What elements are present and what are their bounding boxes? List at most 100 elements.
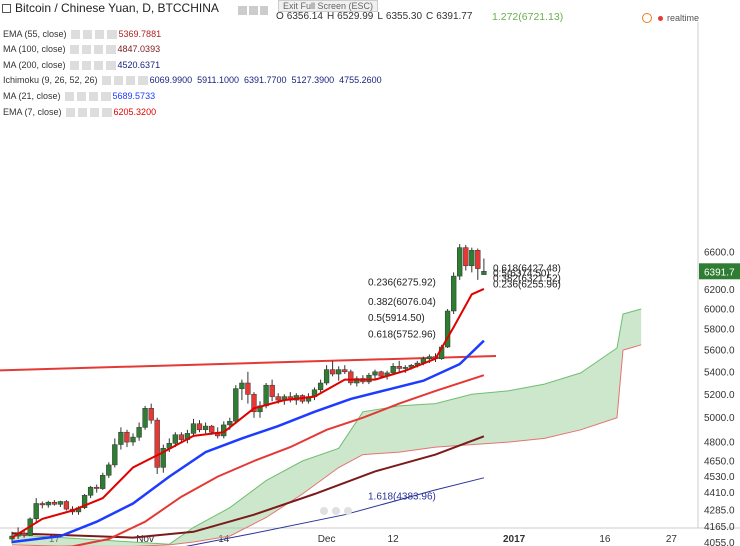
candle-body <box>172 434 178 444</box>
candle-body <box>366 374 372 383</box>
candle-body <box>142 408 148 428</box>
indicator-name: EMA (7, close) <box>3 107 62 117</box>
fullscreen-icon[interactable] <box>2 4 11 13</box>
candle-body <box>136 427 142 438</box>
nav-dot-icon <box>320 507 328 515</box>
candle-body <box>239 382 245 389</box>
y-tick-label: 6000.0 <box>704 305 735 316</box>
exit-fullscreen-banner[interactable]: Exit Full Screen (ESC) <box>278 0 379 12</box>
indicator-controls[interactable] <box>64 92 111 102</box>
candle-body <box>426 356 433 360</box>
candle-body <box>106 464 112 476</box>
fib-extension-header-label: 1.272(6721.13) <box>492 11 564 23</box>
fib-retracement-label: 0.5(5914.50) <box>368 313 425 324</box>
indicator-row[interactable]: Ichimoku (9, 26, 52, 26) 6069.9900 5911.10… <box>3 75 387 86</box>
candle-body <box>33 503 39 520</box>
trendline <box>0 355 497 372</box>
candle-body <box>390 366 396 374</box>
candle-body <box>39 503 45 506</box>
candle-body <box>372 371 378 376</box>
candle-body <box>148 408 154 421</box>
y-tick-label: 4055.0 <box>704 538 735 546</box>
candle-body <box>160 448 166 468</box>
ohlc-readout: O 6356.14 H 6529.99 L 6355.30 C 6391.77 <box>276 11 473 22</box>
candle-body <box>112 444 118 466</box>
last-price-value: 6391.7 <box>704 267 735 278</box>
candle-body <box>21 532 27 536</box>
candle-body <box>330 369 336 375</box>
indicator-row[interactable]: EMA (55, close) 5369.7881 <box>3 29 166 40</box>
indicator-row[interactable]: MA (200, close) 4520.6371 <box>3 60 165 71</box>
indicator-value: 5127.3900 <box>291 75 335 85</box>
candle-body <box>233 388 239 422</box>
indicator-value: 5689.5733 <box>112 91 156 101</box>
candle-body <box>444 310 451 348</box>
candle-body <box>457 247 463 277</box>
candle-body <box>124 431 130 443</box>
realtime-dot-icon <box>658 16 663 21</box>
indicator-controls[interactable] <box>69 45 116 55</box>
y-tick-label: 4650.0 <box>704 457 735 468</box>
x-tick-label: Nov <box>136 534 154 545</box>
y-tick-label: 6600.0 <box>704 248 735 259</box>
candle-body <box>354 378 360 384</box>
candle-body <box>45 501 51 506</box>
indicator-name: MA (100, close) <box>3 44 66 54</box>
indicator-row[interactable]: MA (21, close) 5689.5733 <box>3 91 160 102</box>
indicator-value: 4520.6371 <box>117 60 161 70</box>
candle-body <box>178 434 185 440</box>
y-tick-label: 4410.0 <box>704 488 735 499</box>
candle-body <box>245 382 251 395</box>
y-tick-label: 4165.0 <box>704 522 735 533</box>
ma200-line <box>185 477 485 546</box>
ema7-line <box>11 287 485 539</box>
y-tick-label: 4800.0 <box>704 438 735 449</box>
ichimoku-span-a <box>11 308 642 545</box>
fib-short-label: 0.382(6321.52) <box>493 273 561 284</box>
x-tick-label: 17 <box>49 534 61 545</box>
candle-body <box>190 423 197 434</box>
indicator-value: 4755.2600 <box>339 75 382 85</box>
fib-extension-label: 1.618(4383.96) <box>368 492 436 503</box>
y-tick-label: 4285.0 <box>704 505 735 516</box>
indicator-name: EMA (55, close) <box>3 29 67 39</box>
indicator-controls[interactable] <box>101 76 148 86</box>
y-tick-label: 5800.0 <box>704 325 735 336</box>
fib-short-label: 0.618(6427.48) <box>493 263 561 274</box>
fib-short-label: 0.5(6374.50) <box>493 268 550 279</box>
symbol-controls[interactable] <box>238 6 268 15</box>
candle-body <box>100 475 106 489</box>
candle-body <box>336 369 342 375</box>
indicator-row[interactable]: EMA (7, close) 6205.3200 <box>3 107 161 118</box>
candle-body <box>87 486 94 496</box>
symbol-title: Bitcoin / Chinese Yuan, D, BTCCHINA <box>15 1 219 15</box>
indicator-controls[interactable] <box>70 30 117 40</box>
candle-body <box>94 486 100 489</box>
y-tick-label: 5200.0 <box>704 390 735 401</box>
candle-body <box>348 371 354 384</box>
x-tick-label: 27 <box>666 534 678 545</box>
candle-body <box>130 436 136 443</box>
indicator-controls[interactable] <box>65 108 112 118</box>
fib-short-label: 0.236(6255.96) <box>493 280 561 291</box>
ichimoku-span-b <box>11 344 642 546</box>
fib-retracement-label: 0.236(6275.92) <box>368 278 436 289</box>
candle-body <box>209 425 215 433</box>
x-tick-label: 16 <box>599 534 611 545</box>
y-tick-label: 6200.0 <box>704 285 735 296</box>
candle-body <box>342 369 348 373</box>
nav-dot-icon <box>344 507 352 515</box>
x-tick-label: Dec <box>318 534 336 545</box>
fib-retracement-label: 0.382(6076.04) <box>368 297 436 308</box>
indicator-controls[interactable] <box>69 61 116 71</box>
y-tick-label: 5400.0 <box>704 367 735 378</box>
ema55-line <box>59 374 485 546</box>
indicator-value: 6069.9900 <box>149 75 193 85</box>
x-tick-label: 12 <box>388 534 400 545</box>
y-tick-label: 5600.0 <box>704 346 735 357</box>
candle-body <box>196 423 203 431</box>
indicator-row[interactable]: MA (100, close) 4847.0393 <box>3 44 165 55</box>
candle-body <box>463 247 469 267</box>
candle-body <box>81 495 88 508</box>
